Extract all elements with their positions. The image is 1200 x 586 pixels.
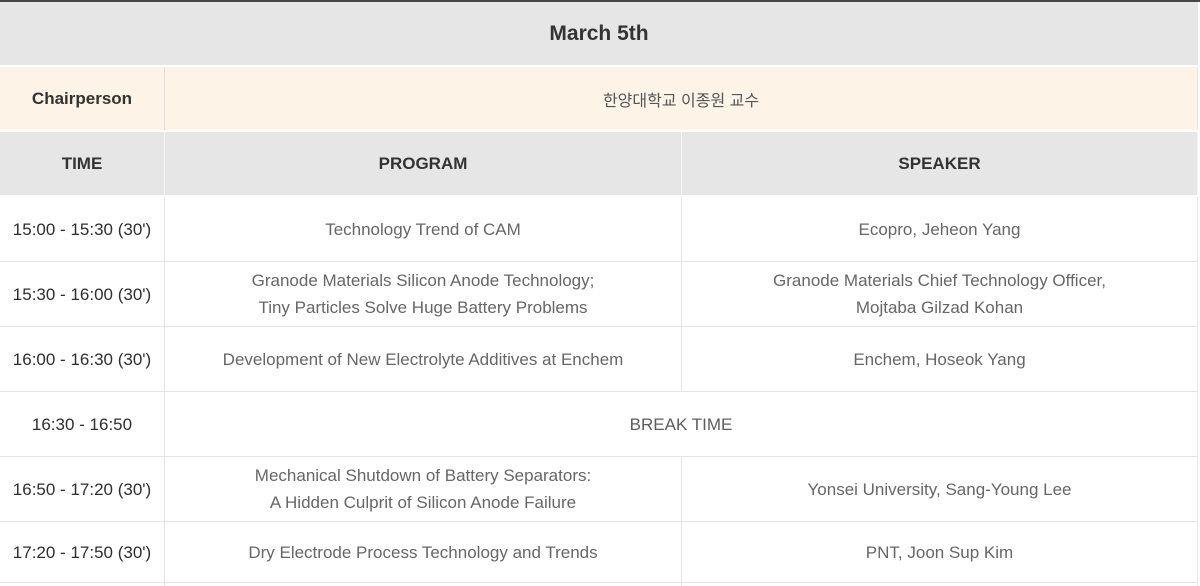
column-header-speaker: SPEAKER (682, 132, 1198, 195)
speaker-cell: Granode Materials Chief Technology Offic… (682, 262, 1198, 326)
speaker-cell: PNT, Joon Sup Kim (682, 522, 1198, 582)
speaker-cell: Ecopro, Jeheon Yang (682, 197, 1198, 261)
program-cell: Development of New Electrolyte Additives… (165, 327, 682, 391)
table-row-5: 16:50 - 17:20 (30') Mechanical Shutdown … (0, 457, 1198, 522)
row-gap (0, 130, 1198, 132)
chairperson-label: Chairperson (0, 67, 165, 130)
column-header-time: TIME (0, 132, 165, 195)
table-row-1: 15:00 - 15:30 (30') Technology Trend of … (0, 197, 1198, 262)
time-cell: 16:30 - 16:50 (0, 392, 165, 456)
speaker-cell: Yonsei University, Sang-Young Lee (682, 457, 1198, 521)
table-row-3: 16:00 - 16:30 (30') Development of New E… (0, 327, 1198, 392)
chairperson-row: Chairperson 한양대학교 이종원 교수 (0, 67, 1198, 130)
time-cell: 16:50 - 17:20 (30') (0, 457, 165, 521)
column-header-program: PROGRAM (165, 132, 682, 195)
table-row-6: 17:20 - 17:50 (30') Dry Electrode Proces… (0, 522, 1198, 583)
program-cell: Technology Trend of CAM (165, 197, 682, 261)
program-cell: Dry Electrode Process Technology and Tre… (165, 522, 682, 582)
row-gap (0, 195, 1198, 197)
row-gap (0, 65, 1198, 67)
time-cell: 15:00 - 15:30 (30') (0, 197, 165, 261)
column-header-row: TIME PROGRAM SPEAKER (0, 132, 1198, 195)
program-cell: Granode Materials Silicon Anode Technolo… (165, 262, 682, 326)
cut-off-next-row (0, 583, 1198, 586)
time-cell: 17:20 - 17:50 (30') (0, 522, 165, 582)
page-title: March 5th (549, 21, 649, 45)
time-cell: 16:00 - 16:30 (30') (0, 327, 165, 391)
time-cell: 15:30 - 16:00 (30') (0, 262, 165, 326)
top-border-line (0, 0, 1200, 2)
program-cell: Mechanical Shutdown of Battery Separator… (165, 457, 682, 521)
table-row-break: 16:30 - 16:50 BREAK TIME (0, 392, 1198, 457)
chairperson-value: 한양대학교 이종원 교수 (165, 67, 1198, 130)
speaker-cell: Enchem, Hoseok Yang (682, 327, 1198, 391)
date-title-row: March 5th (0, 2, 1198, 65)
break-time-cell: BREAK TIME (165, 392, 1198, 456)
table-row-2: 15:30 - 16:00 (30') Granode Materials Si… (0, 262, 1198, 327)
